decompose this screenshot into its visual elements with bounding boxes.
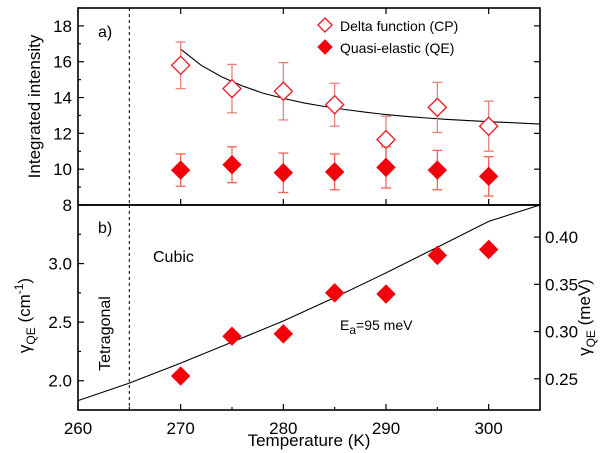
x-axis-label: Temperature (K): [248, 431, 371, 450]
x-tick-label: 280: [269, 419, 297, 438]
panel-b-fit-curve: [77, 204, 541, 402]
panel-a-plot: 8 10 12 14 16 18: [53, 7, 541, 215]
cp-data-point: [376, 129, 396, 150]
cp-data-point: [222, 78, 242, 99]
x-tick-label: 260: [64, 419, 92, 438]
panel-a-y-tick-label: 14: [53, 89, 72, 108]
cp-data-point: [324, 94, 345, 115]
qe-data-point: [222, 154, 242, 175]
legend-marker: [317, 39, 333, 55]
qe-data-point: [273, 163, 294, 183]
panel-b-right-y-axis-label: γQE (meV): [575, 279, 598, 356]
gamma-data-point: [478, 239, 499, 260]
panel-a-y-tick-label: 12: [53, 124, 72, 143]
panel-a-y-tick-label: 16: [53, 53, 72, 72]
panel-b-right-y-tick-label: 0.25: [545, 370, 578, 389]
gamma-data-point: [324, 283, 345, 303]
panel-a-y-axis-label: Integrated intensity: [25, 34, 44, 178]
qe-data-point: [170, 160, 191, 180]
panel-b-right-y-tick-label: 0.35: [545, 275, 578, 294]
cp-data-point: [170, 55, 191, 76]
panel-a-fit-curve: [180, 48, 541, 125]
qe-data-point: [324, 162, 345, 182]
legend-entry-label: Delta function (CP): [340, 18, 458, 34]
panel-b-right-y-tick-label: 0.40: [545, 228, 578, 247]
panel-a-y-tick-label: 18: [53, 17, 72, 36]
cp-data-point: [427, 97, 448, 118]
panel-a-label: a): [98, 24, 112, 41]
gamma-data-point: [427, 245, 448, 266]
panel-a-axes-frame: [77, 7, 541, 206]
gamma-data-point: [170, 366, 191, 386]
legend-marker: [317, 17, 333, 33]
ea-subscript: a: [349, 323, 356, 337]
qe-data-point: [376, 157, 396, 178]
panel-b-y-tick-label: 2.5: [48, 313, 72, 332]
x-tick-label: 300: [474, 419, 502, 438]
panel-a-y-tick-label: 10: [53, 160, 72, 179]
panel-b-y-tick-label: 2.0: [48, 372, 72, 391]
panel-b-y-tick-label: 3.0: [48, 255, 72, 274]
gamma-data-point: [273, 324, 294, 344]
x-tick-label: 270: [166, 419, 194, 438]
panel-a-y-tick-label: 8: [63, 196, 72, 215]
panel-b-plot: 2.0 2.5 3.0 0.25 0.30 0.35 0.40 260 270 280 290 300: [48, 204, 578, 438]
panel-b-y-axis-label: γQE (cm-1): [12, 278, 38, 353]
tetragonal-label: Tetragonal: [97, 296, 114, 371]
ea-value: =95 meV: [356, 317, 413, 333]
x-tick-label: 290: [372, 419, 400, 438]
qe-data-point: [478, 166, 499, 187]
cp-data-point: [478, 116, 499, 137]
activation-energy-label: Ea=95 meV: [340, 317, 413, 337]
legend-entry-label: Quasi-elastic (QE): [340, 40, 454, 56]
cp-data-point: [273, 81, 294, 102]
panel-b-label: b): [98, 220, 112, 237]
legend: Delta function (CP) Quasi-elastic (QE): [317, 17, 458, 56]
panel-b-axes-frame: [77, 204, 541, 411]
qe-data-point: [427, 160, 448, 180]
gamma-data-point: [376, 284, 396, 304]
gamma-data-point: [222, 326, 242, 346]
panel-b-right-y-tick-label: 0.30: [545, 323, 578, 342]
cubic-label: Cubic: [153, 249, 194, 266]
ea-prefix: E: [340, 317, 349, 333]
